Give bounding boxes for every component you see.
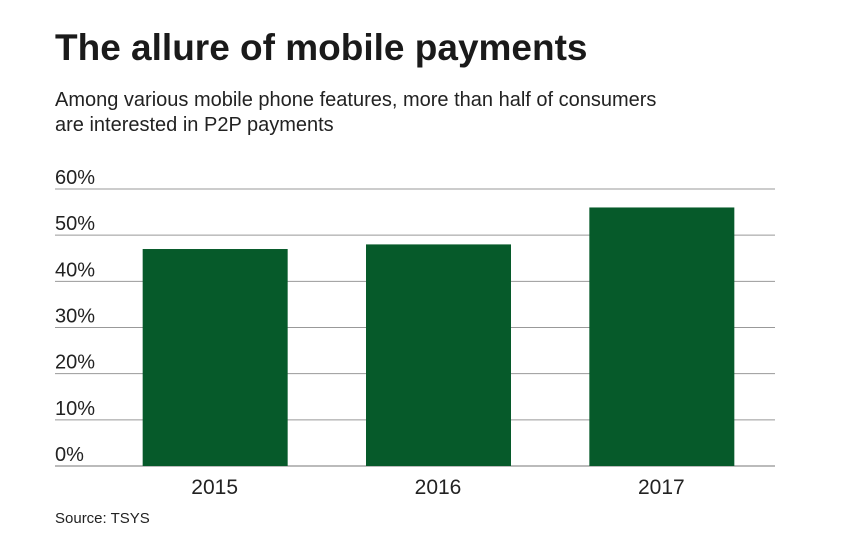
x-tick-label: 2016 [415, 476, 462, 499]
bar [366, 244, 511, 466]
bar [589, 207, 735, 466]
y-tick-label: 0% [55, 444, 84, 466]
x-tick-label: 2017 [638, 476, 685, 499]
source-note: Source: TSYS [55, 510, 150, 527]
bar [142, 249, 288, 466]
y-tick-label: 10% [55, 398, 95, 420]
y-tick-label: 40% [55, 259, 95, 281]
y-tick-label: 50% [55, 213, 95, 235]
y-tick-label: 30% [55, 306, 95, 328]
chart-subtitle: Among various mobile phone features, mor… [55, 89, 656, 111]
chart-subtitle: are interested in P2P payments [55, 114, 334, 136]
y-tick-label: 20% [55, 352, 95, 374]
y-tick-label: 60% [55, 167, 95, 189]
x-tick-label: 2015 [191, 476, 238, 499]
chart-title: The allure of mobile payments [55, 27, 588, 68]
